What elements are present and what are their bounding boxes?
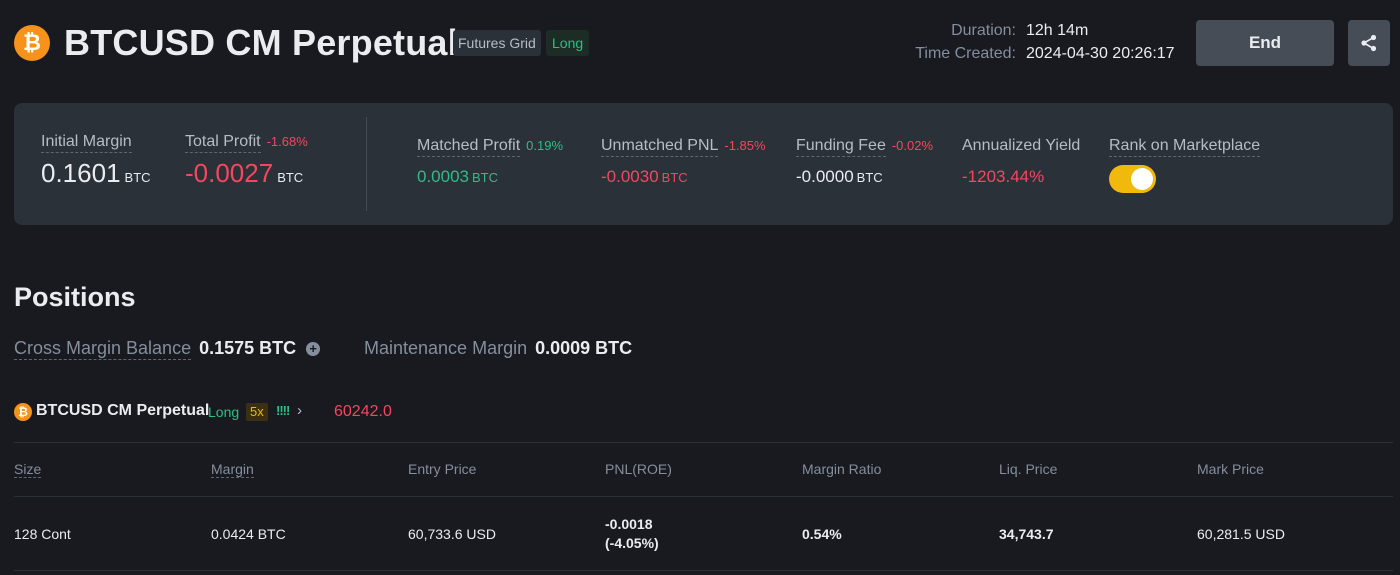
time-created-value: 2024-04-30 20:26:17 <box>1026 45 1175 62</box>
maintenance-margin-value: 0.0009 BTC <box>535 338 633 358</box>
position-direction: Long <box>208 404 240 420</box>
table-divider-bottom <box>14 570 1393 571</box>
time-created-label: Time Created: <box>915 45 1016 62</box>
matched-profit-pct: 0.19% <box>526 138 564 153</box>
col-margin-label[interactable]: Margin <box>211 461 254 478</box>
total-profit-pct: -1.68% <box>266 134 308 149</box>
maintenance-margin-row: Maintenance Margin 0.0009 BTC <box>364 338 632 359</box>
row-roe: (-4.05%) <box>605 535 659 551</box>
col-mark-price: Mark Price <box>1197 461 1264 477</box>
position-last-price: 60242.0 <box>334 403 392 420</box>
share-button[interactable] <box>1348 20 1390 66</box>
share-icon <box>1361 34 1377 52</box>
rank-toggle-knob <box>1131 168 1153 190</box>
initial-margin-unit: BTC <box>124 170 151 185</box>
matched-profit-stat: Matched Profit 0.19% 0.0003 BTC <box>417 137 563 188</box>
unmatched-pnl-label[interactable]: Unmatched PNL <box>601 137 719 157</box>
maintenance-margin-label: Maintenance Margin <box>364 338 528 358</box>
funding-fee-stat: Funding Fee -0.02% -0.0000 BTC <box>796 137 933 188</box>
col-margin: Margin <box>211 461 254 478</box>
col-size-label[interactable]: Size <box>14 461 42 478</box>
strategy-tag: Futures Grid <box>453 30 541 56</box>
table-divider-mid <box>14 496 1393 497</box>
cross-margin-value: 0.1575 BTC <box>199 338 297 358</box>
total-profit-value: -0.0027 <box>185 158 274 188</box>
rank-stat: Rank on Marketplace <box>1109 137 1261 157</box>
unmatched-pnl-value: -0.0030 <box>601 167 659 186</box>
bitcoin-small-icon: ₿ <box>14 403 32 421</box>
rank-label[interactable]: Rank on Marketplace <box>1109 137 1261 157</box>
matched-profit-unit: BTC <box>472 170 498 185</box>
unmatched-pnl-pct: -1.85% <box>724 138 766 153</box>
total-profit-label[interactable]: Total Profit <box>185 133 261 153</box>
funding-fee-unit: BTC <box>856 170 883 185</box>
annualized-yield-value: -1203.44% <box>962 167 1045 186</box>
initial-margin-stat: Initial Margin 0.1601 BTC <box>41 133 151 189</box>
bitcoin-logo-icon: ₿ <box>14 25 50 61</box>
page-title: BTCUSD CM Perpetual <box>64 22 458 63</box>
initial-margin-label[interactable]: Initial Margin <box>41 133 132 153</box>
col-liq-price: Liq. Price <box>999 461 1058 477</box>
cross-margin-row: Cross Margin Balance 0.1575 BTC + <box>14 338 321 360</box>
total-profit-stat: Total Profit -1.68% -0.0027 BTC <box>185 133 308 189</box>
signal-bars-icon: !!!! <box>276 403 290 418</box>
row-margin-ratio: 0.54% <box>802 526 842 542</box>
row-entry-price: 60,733.6 USD <box>408 526 496 542</box>
position-symbol-name: BTCUSD CM Perpetual <box>36 402 210 419</box>
matched-profit-label[interactable]: Matched Profit <box>417 137 521 157</box>
col-entry-price: Entry Price <box>408 461 477 477</box>
row-margin: 0.0424 BTC <box>211 526 286 542</box>
matched-profit-value: 0.0003 <box>417 167 469 186</box>
unmatched-pnl-unit: BTC <box>661 170 688 185</box>
col-pnl-roe: PNL(ROE) <box>605 461 672 477</box>
funding-fee-label[interactable]: Funding Fee <box>796 137 886 157</box>
leverage-badge: 5x <box>246 403 268 421</box>
initial-margin-value: 0.1601 <box>41 158 121 188</box>
chevron-right-icon[interactable]: › <box>297 402 302 419</box>
unmatched-pnl-stat: Unmatched PNL -1.85% -0.0030 BTC <box>601 137 766 188</box>
col-size: Size <box>14 461 42 478</box>
annualized-yield-label: Annualized Yield <box>962 137 1081 154</box>
table-divider-top <box>14 442 1393 443</box>
row-liq-price: 34,743.7 <box>999 526 1054 542</box>
end-button[interactable]: End <box>1196 20 1334 66</box>
funding-fee-pct: -0.02% <box>891 138 934 153</box>
duration-row: Duration: 12h 14m <box>951 22 1164 40</box>
positions-title: Positions <box>14 282 136 312</box>
row-size: 128 Cont <box>14 526 71 542</box>
annualized-yield-stat: Annualized Yield -1203.44% <box>962 137 1080 188</box>
total-profit-unit: BTC <box>277 170 304 185</box>
summary-divider <box>366 117 367 211</box>
direction-tag: Long <box>546 30 590 56</box>
add-margin-icon[interactable]: + <box>306 342 321 356</box>
row-mark-price: 60,281.5 USD <box>1197 526 1285 542</box>
rank-toggle[interactable] <box>1109 165 1156 193</box>
time-created-row: Time Created: 2024-04-30 20:26:17 <box>915 45 1175 63</box>
header: ₿ BTCUSD CM Perpetual Futures Grid Long … <box>0 0 1400 90</box>
duration-label: Duration: <box>951 22 1016 39</box>
duration-value: 12h 14m <box>1026 22 1089 39</box>
row-pnl: -0.0018 <box>605 516 653 532</box>
col-margin-ratio: Margin Ratio <box>802 461 882 477</box>
summary-card: Initial Margin 0.1601 BTC Total Profit -1.… <box>14 103 1393 225</box>
funding-fee-value: -0.0000 <box>796 167 854 186</box>
cross-margin-label[interactable]: Cross Margin Balance <box>14 338 192 360</box>
